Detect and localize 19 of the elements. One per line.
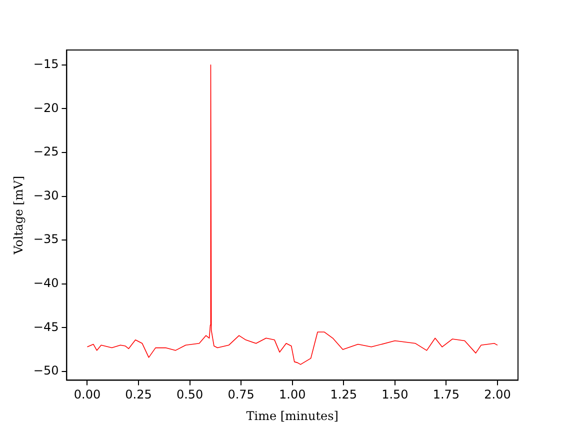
y-tick-label: −30 bbox=[33, 188, 59, 202]
x-tick-label: 2.00 bbox=[484, 388, 511, 402]
y-tick-label: −40 bbox=[33, 276, 59, 290]
x-tick-label: 0.25 bbox=[125, 388, 152, 402]
x-tick-label: 0.00 bbox=[74, 388, 101, 402]
x-tick-label: 1.75 bbox=[432, 388, 460, 402]
x-tick-label: 1.00 bbox=[279, 388, 306, 402]
x-tick-label: 0.75 bbox=[228, 388, 254, 402]
y-tick-label: −50 bbox=[33, 364, 59, 378]
x-tick-label: 1.25 bbox=[330, 388, 358, 402]
y-tick-label: −45 bbox=[33, 320, 59, 334]
y-tick-label: −25 bbox=[33, 144, 59, 159]
x-axis-title: Time [minutes] bbox=[246, 408, 338, 423]
y-tick-label: −20 bbox=[33, 100, 59, 115]
y-tick-label: −15 bbox=[33, 57, 59, 72]
y-tick-label: −35 bbox=[33, 232, 59, 246]
x-tick-label: 0.50 bbox=[176, 388, 204, 402]
x-tick-label: 1.50 bbox=[382, 388, 408, 402]
y-axis-title: Voltage [mV] bbox=[11, 176, 26, 256]
